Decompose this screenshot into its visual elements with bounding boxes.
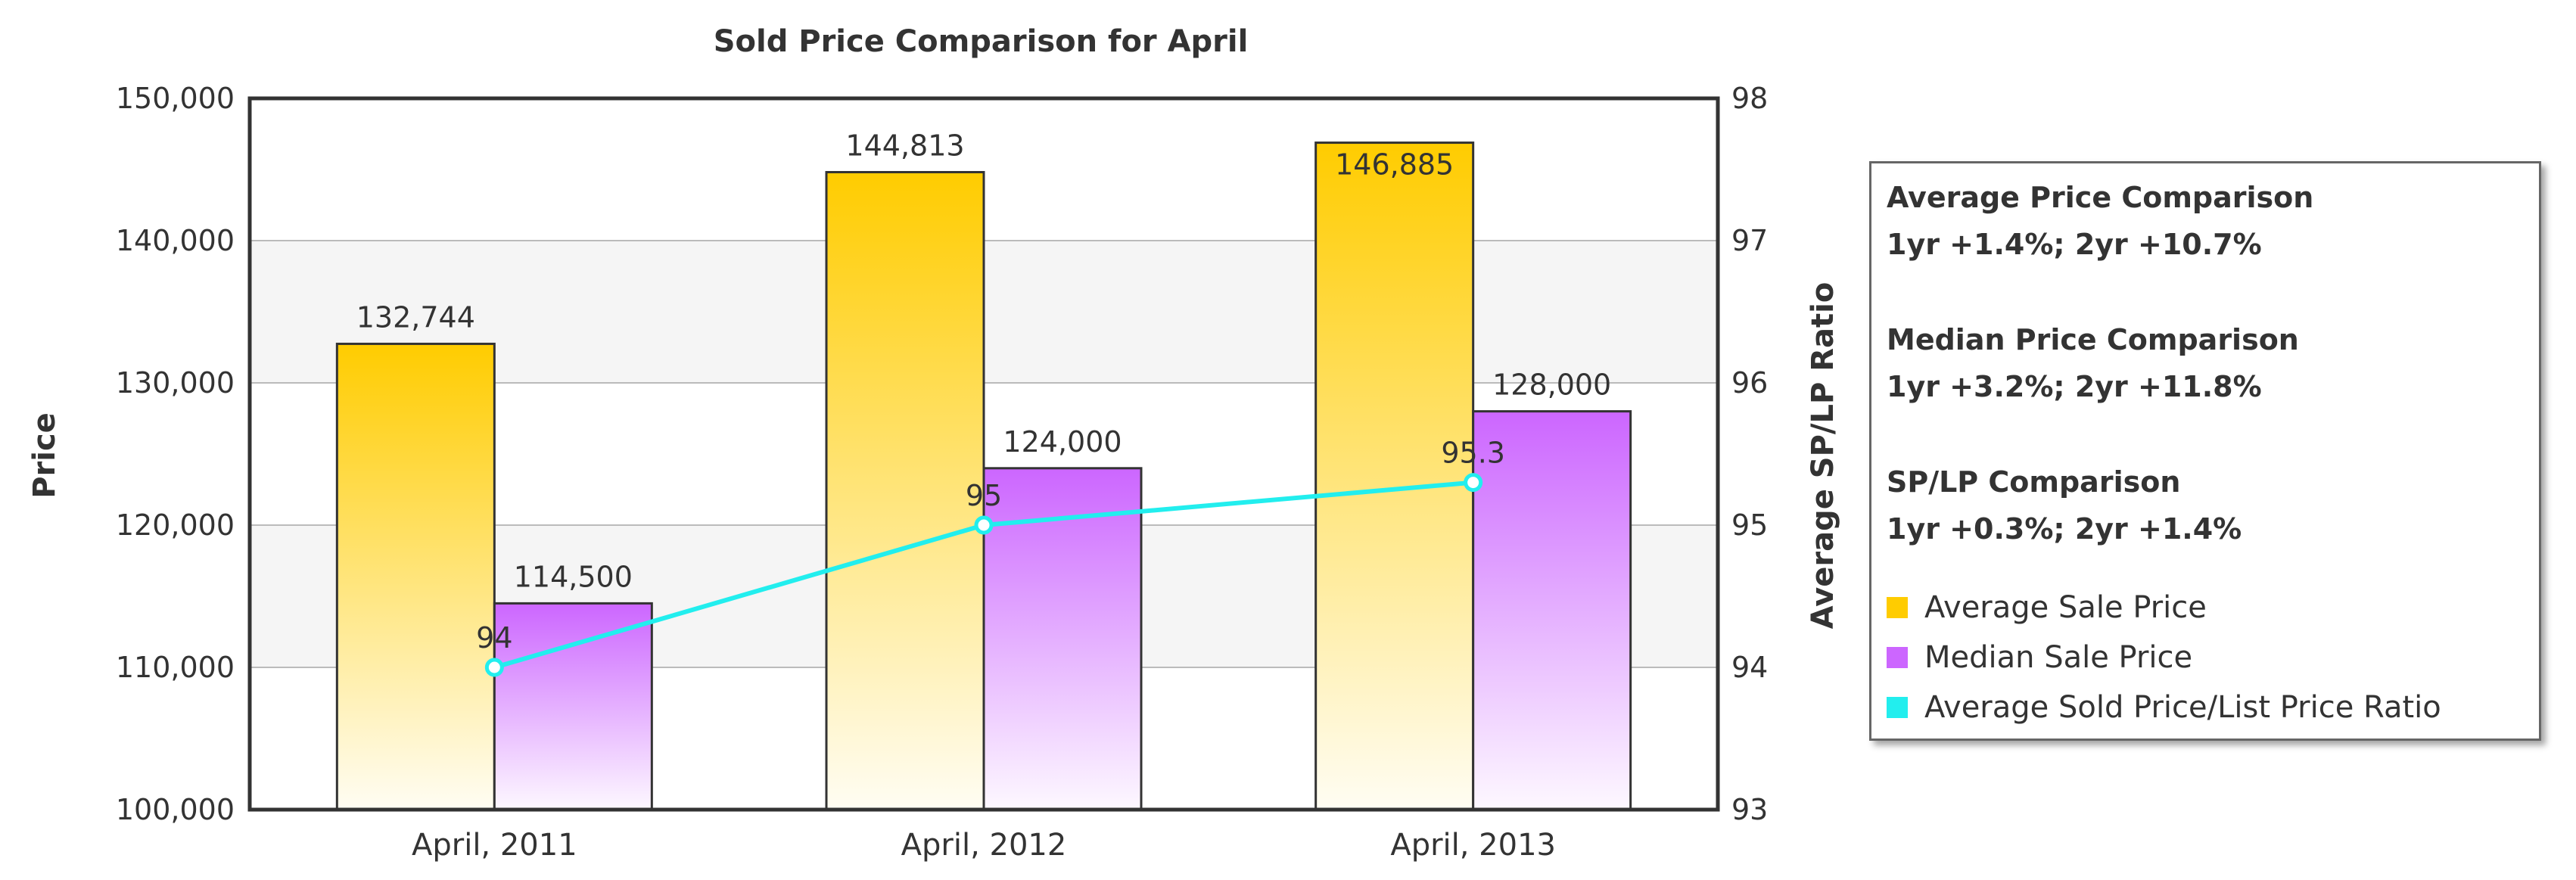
bar-average-sale-price — [335, 342, 496, 811]
y-tick-label-right: 94 — [1731, 651, 1768, 684]
y-tick-label-right: 97 — [1731, 224, 1768, 257]
ratio-point — [1464, 473, 1483, 493]
chart-title: Sold Price Comparison for April — [714, 24, 1249, 59]
comparison-title: Average Price Comparison — [1887, 181, 2314, 214]
bar-average-sale-price — [1314, 141, 1475, 811]
legend-label: Average Sold Price/List Price Ratio — [1924, 690, 2441, 725]
category-labels: April, 2011 April, 2012 April, 2013 — [412, 828, 1556, 863]
comparison-value: 1yr +1.4%; 2yr +10.7% — [1887, 228, 2262, 261]
ratio-value-label: 95 — [966, 479, 1002, 512]
ratio-line — [484, 473, 1483, 677]
ratio-value-label: 94 — [476, 621, 512, 655]
y-axis-title: Price — [27, 412, 62, 499]
bar-value-label: 146,885 — [1335, 148, 1454, 182]
comparison-value: 1yr +0.3%; 2yr +1.4% — [1887, 512, 2242, 546]
left-axis-ticks: 100,000 110,000 120,000 130,000 140,000 150,0… — [116, 82, 235, 826]
bar-value-label: 144,813 — [845, 129, 964, 163]
comparison-median: Median Price Comparison 1yr +3.2%; 2yr +… — [1887, 316, 2524, 410]
bar-median-sale-price — [982, 467, 1143, 811]
right-axis-ticks: 93 94 95 96 97 98 — [1731, 82, 1768, 826]
y-tick-label: 120,000 — [116, 508, 235, 542]
bar-average-sale-price — [825, 171, 985, 811]
y-tick-label: 110,000 — [116, 651, 235, 684]
legend-swatch — [1887, 697, 1908, 718]
data-labels: 132,744 114,500 144,813 124,000 146,885 128,0… — [356, 129, 1611, 655]
comparison-title: Median Price Comparison — [1887, 323, 2299, 356]
legend-item-median[interactable]: Median Sale Price — [1887, 633, 2524, 683]
y-tick-label: 100,000 — [116, 793, 235, 826]
bar-value-label: 132,744 — [356, 300, 475, 334]
legend-item-ratio[interactable]: Average Sold Price/List Price Ratio — [1887, 683, 2524, 732]
y-tick-label-right: 93 — [1731, 793, 1768, 826]
legend: Average Price Comparison 1yr +1.4%; 2yr … — [1869, 161, 2541, 741]
comparison-average: Average Price Comparison 1yr +1.4%; 2yr … — [1887, 174, 2524, 268]
ratio-point — [484, 658, 504, 677]
legend-swatch — [1887, 597, 1908, 618]
ratio-value-label: 95.3 — [1441, 437, 1505, 470]
legend-label: Median Sale Price — [1924, 640, 2193, 675]
bar-median-sale-price — [1472, 410, 1632, 811]
x-tick-label: April, 2013 — [1390, 828, 1556, 863]
y-axis-title-right: Average SP/LP Ratio — [1806, 282, 1840, 630]
y-tick-label: 130,000 — [116, 366, 235, 400]
x-tick-label: April, 2012 — [901, 828, 1067, 863]
ratio-point — [974, 515, 994, 535]
comparison-splp: SP/LP Comparison 1yr +0.3%; 2yr +1.4% — [1887, 459, 2524, 552]
plot-frame — [247, 96, 1720, 812]
bars — [335, 141, 1632, 811]
legend-label: Average Sale Price — [1924, 590, 2207, 625]
bar-median-sale-price — [493, 602, 653, 811]
legend-swatch — [1887, 647, 1908, 668]
y-tick-label: 140,000 — [116, 224, 235, 257]
bar-value-label: 124,000 — [1003, 425, 1122, 459]
comparison-title: SP/LP Comparison — [1887, 465, 2181, 499]
x-tick-label: April, 2011 — [412, 828, 577, 863]
bar-value-label: 128,000 — [1492, 368, 1611, 402]
comparison-value: 1yr +3.2%; 2yr +11.8% — [1887, 370, 2262, 403]
y-tick-label-right: 98 — [1731, 82, 1768, 115]
y-tick-label: 150,000 — [116, 82, 235, 115]
y-tick-label-right: 95 — [1731, 508, 1768, 542]
legend-item-average[interactable]: Average Sale Price — [1887, 583, 2524, 633]
bar-value-label: 114,500 — [514, 560, 633, 593]
y-tick-label-right: 96 — [1731, 366, 1768, 400]
